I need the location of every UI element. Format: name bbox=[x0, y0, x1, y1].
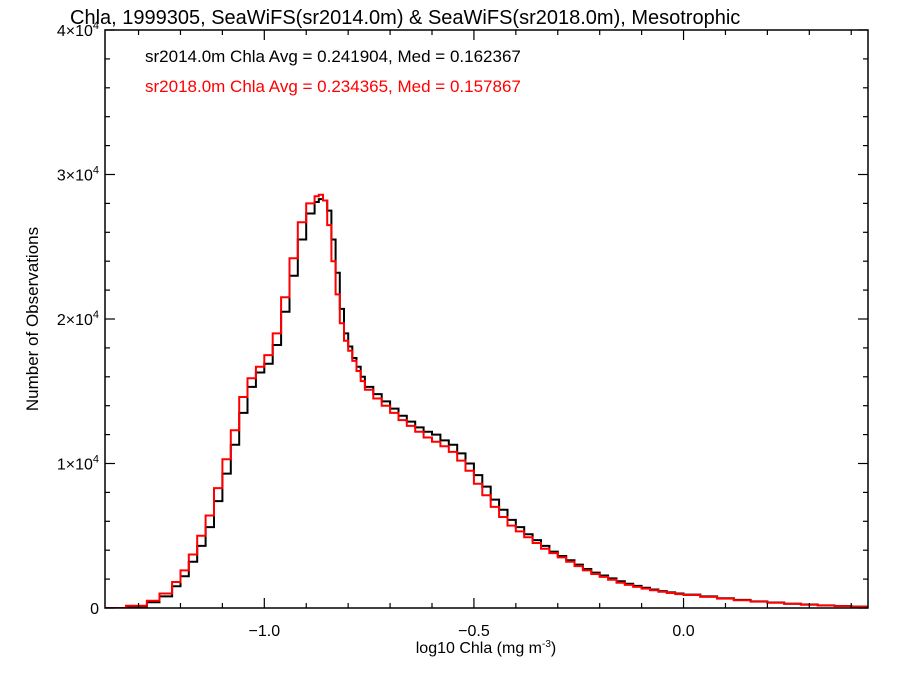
chart-title: Chla, 1999305, SeaWiFS(sr2014.0m) & SeaW… bbox=[70, 7, 740, 29]
series-layer bbox=[105, 193, 868, 608]
annotation-sr2018: sr2018.0m Chla Avg = 0.234365, Med = 0.1… bbox=[145, 77, 521, 96]
x-axis-label-main: log10 Chla (mg m bbox=[416, 640, 542, 657]
ticks-layer: −1.0 −0.5 0.0 0 1×104 2×104 3×104 4×104 bbox=[57, 20, 868, 640]
y-tick-label: 0 bbox=[90, 601, 99, 618]
y-tick-label: 1×104 bbox=[57, 454, 99, 474]
x-tick-label: −0.5 bbox=[458, 623, 490, 640]
y-axis-label: Number of Observations bbox=[23, 227, 42, 411]
histogram-series-2 bbox=[105, 193, 868, 608]
x-axis-label-sup: -3 bbox=[542, 639, 551, 650]
annotation-sr2014: sr2014.0m Chla Avg = 0.241904, Med = 0.1… bbox=[145, 47, 521, 66]
y-tick-label: 4×104 bbox=[57, 20, 99, 40]
y-tick-label: 2×104 bbox=[57, 309, 99, 329]
x-axis-label: log10 Chla (mg m-3) bbox=[416, 639, 557, 657]
y-tick-label: 3×104 bbox=[57, 165, 99, 185]
x-tick-label: 0.0 bbox=[672, 623, 694, 640]
x-tick-label: −1.0 bbox=[249, 623, 281, 640]
x-axis-label-close: ) bbox=[551, 640, 556, 657]
